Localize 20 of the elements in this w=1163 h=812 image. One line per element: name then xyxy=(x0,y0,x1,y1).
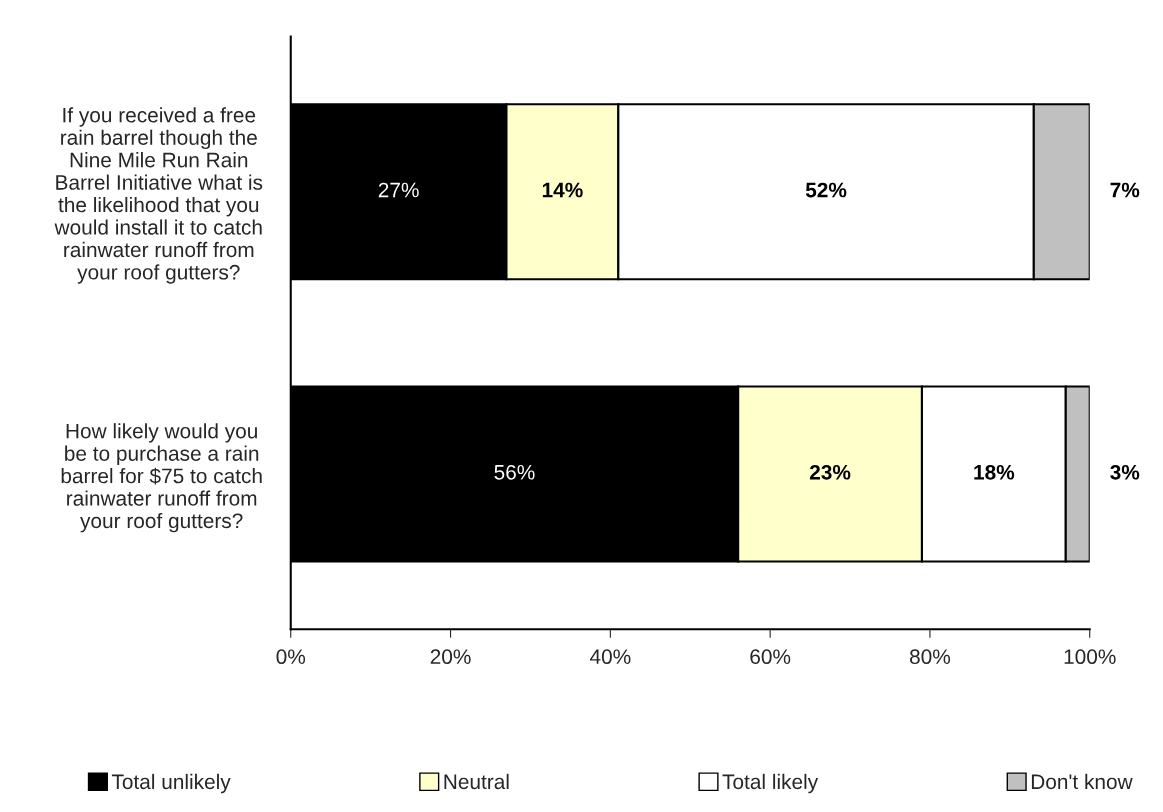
legend-label: Total unlikely xyxy=(111,773,231,794)
x-tick-label: 20% xyxy=(430,649,471,665)
y-tick-label: How likely would you be to purchase a rain barrel for $75 to catch rainwater runoff from your roof gutters? xyxy=(61,423,262,533)
x-tick-label: 60% xyxy=(750,649,791,665)
data-label: 27% xyxy=(378,182,419,198)
data-label: 14% xyxy=(542,182,583,198)
data-label: 3% xyxy=(1110,464,1140,480)
data-label: 23% xyxy=(809,464,851,480)
y-tick-label: If you received a free rain barrel though the Nine Mile Run Rain Barrel Initiative what is the likelihood that you would install it to catch rainwater runoff from your roof gutters? xyxy=(54,107,263,284)
x-tick-label: 0% xyxy=(276,649,306,665)
data-label: 7% xyxy=(1110,182,1140,198)
legend-label: Total likely xyxy=(722,773,819,794)
x-tick-label: 80% xyxy=(909,649,951,665)
legend-label: Neutral xyxy=(444,773,509,790)
x-tick-label: 100% xyxy=(1064,649,1116,665)
legend-label: Don't know xyxy=(1031,773,1133,790)
data-label: 56% xyxy=(494,464,535,480)
data-label: 18% xyxy=(974,464,1015,480)
x-tick-label: 40% xyxy=(589,649,631,665)
data-label: 52% xyxy=(805,182,847,198)
